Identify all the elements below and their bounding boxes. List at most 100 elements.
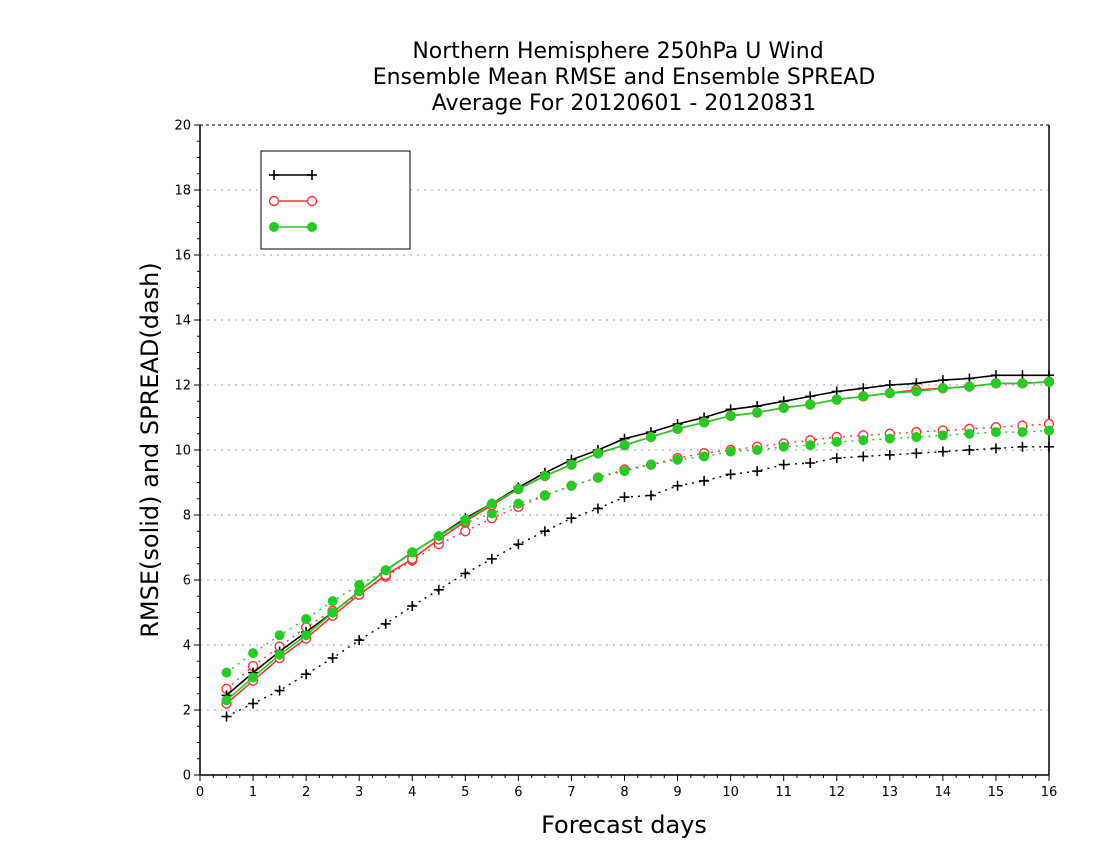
series-2-spread-point (805, 440, 816, 451)
series-0-spread-point (646, 490, 657, 501)
series-0-spread-point (566, 513, 577, 524)
series-2-spread-point (1044, 425, 1054, 436)
series-2-rmse-point (646, 432, 657, 442)
series-2-spread-point (221, 667, 232, 678)
series-2-rmse-point (858, 391, 869, 402)
series-2-rmse-point (327, 607, 338, 618)
x-tick-label-10: 10 (722, 785, 739, 800)
series-2-rmse-point (460, 514, 471, 525)
series-2-spread-point (248, 648, 259, 659)
x-tick-label-8: 8 (620, 785, 628, 800)
legend (260, 150, 411, 250)
legend-entry-1 (268, 195, 318, 207)
chart-title-line-3: Average For 20120601 - 20120831 (432, 91, 817, 116)
series-0-spread-point (725, 469, 736, 480)
series-2-rmse-point (301, 630, 312, 641)
series-2-rmse-point (1017, 378, 1028, 389)
y-axis-label: RMSE(solid) and SPREAD(dash) (136, 262, 164, 638)
series-0-spread-point (672, 480, 683, 491)
y-tick-label-20: 20 (174, 119, 191, 134)
x-tick-label-0: 0 (196, 785, 204, 800)
series-2-spread-line (226, 429, 1050, 674)
series-0-spread-point (964, 445, 975, 455)
series-0-spread-point (805, 458, 816, 468)
series-2-rmse-point (619, 440, 630, 451)
x-tick-label-4: 4 (408, 785, 416, 800)
series-2-spread-point (964, 428, 975, 439)
y-tick-label-8: 8 (183, 509, 191, 524)
series-0-spread-point (513, 539, 524, 550)
series-2-rmse-point (725, 410, 736, 421)
series-2-spread-point (566, 480, 577, 491)
series-2-rmse-point (248, 672, 259, 683)
x-axis-label: Forecast days (541, 811, 707, 839)
series-0-spread-point (274, 685, 285, 696)
series-0-spread (221, 441, 1054, 722)
series-2-rmse-point (513, 484, 524, 494)
x-tick-label-6: 6 (514, 785, 522, 800)
series-2-rmse-point (831, 394, 842, 405)
series-2-rmse-point (566, 459, 577, 470)
series-2-rmse-point (1044, 376, 1054, 387)
series-0-spread-point (460, 568, 471, 579)
series-2-rmse-point (699, 417, 710, 428)
x-tick-label-5: 5 (461, 785, 469, 800)
series-2-spread-point (725, 446, 736, 457)
series-0-spread-point (1017, 441, 1028, 452)
series-0-spread-point (937, 446, 948, 457)
x-tick-label-9: 9 (673, 785, 681, 800)
series-0-spread-point (248, 698, 259, 709)
series-2-rmse (221, 376, 1054, 706)
y-tick-label-12: 12 (174, 379, 191, 394)
x-tick-label-16: 16 (1041, 785, 1058, 800)
series-2-spread-point (592, 472, 603, 483)
series-2-spread-point (990, 427, 1001, 438)
series-2-rmse-point (937, 383, 948, 394)
series-0-spread-point (380, 618, 391, 629)
series-0-spread-point (990, 443, 1001, 454)
legend-marker-start (269, 170, 279, 180)
series-2-spread-point (619, 466, 630, 477)
x-tick-label-2: 2 (302, 785, 310, 800)
y-tick-label-6: 6 (183, 574, 191, 589)
legend-entry-2 (269, 222, 317, 232)
series-2-spread-point (301, 614, 312, 624)
x-tick-label-12: 12 (828, 785, 845, 800)
series-2-spread-point (699, 451, 710, 462)
legend-marker-start (268, 195, 280, 207)
series-2-spread-point (646, 459, 657, 470)
series-2-spread-point (831, 436, 842, 447)
series-2-rmse-point (778, 402, 789, 413)
y-tick-label-10: 10 (174, 444, 191, 459)
x-tick-label-15: 15 (988, 785, 1005, 800)
y-tick-label-16: 16 (174, 249, 191, 264)
series-0-spread-point (699, 475, 710, 486)
legend-box (260, 150, 411, 250)
series-0-spread-point (221, 711, 232, 722)
series-0-spread-point (778, 459, 789, 470)
series-0-spread-point (831, 453, 842, 464)
series-0-spread-point (858, 451, 869, 462)
series-2-rmse-point (805, 399, 816, 410)
y-tick-label-4: 4 (183, 639, 191, 654)
series-2-rmse-point (964, 381, 975, 392)
x-tick-label-11: 11 (775, 785, 792, 800)
legend-marker-end (306, 195, 318, 207)
series-2-spread-point (858, 435, 869, 446)
series-2-spread-point (937, 430, 948, 441)
series-0-spread-point (301, 669, 312, 680)
x-tick-label-3: 3 (355, 785, 363, 800)
y-tick-label-2: 2 (183, 704, 191, 719)
series-0-spread-point (354, 635, 365, 646)
series-0-spread-point (752, 466, 763, 477)
series-0-spread-point (433, 584, 444, 595)
series-2-rmse-point (407, 547, 418, 558)
series-2-spread-point (778, 441, 789, 452)
series-0-spread-point (911, 448, 922, 459)
series-0-spread-point (1044, 441, 1054, 452)
series-0-spread-point (407, 601, 418, 611)
series-2-rmse-point (911, 386, 922, 397)
